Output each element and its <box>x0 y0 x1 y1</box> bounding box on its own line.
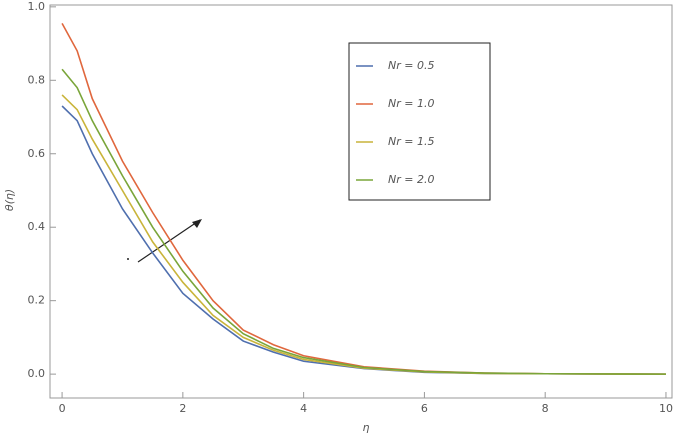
legend-label: Nr = 1.5 <box>388 135 434 148</box>
legend-label: Nr = 2.0 <box>388 173 434 186</box>
x-tick-label: 2 <box>179 402 186 415</box>
x-tick-label: 6 <box>421 402 428 415</box>
legend-label: Nr = 0.5 <box>388 59 434 72</box>
y-tick-label: 0.0 <box>28 367 46 380</box>
x-tick-label: 8 <box>542 402 549 415</box>
x-axis-label: η <box>363 421 370 434</box>
x-tick-label: 4 <box>300 402 307 415</box>
dot <box>127 258 129 260</box>
plot-frame <box>49 4 673 399</box>
arrow <box>137 219 201 263</box>
y-tick-label: 0.6 <box>28 147 46 160</box>
y-tick-label: 0.8 <box>28 73 46 86</box>
x-tick-label: 10 <box>659 402 673 415</box>
y-tick-label: 0.2 <box>28 294 46 307</box>
y-axis-label: θ(η) <box>3 189 16 211</box>
x-tick-label: 0 <box>59 402 66 415</box>
series-line <box>61 68 666 375</box>
y-tick-label: 0.4 <box>28 220 46 233</box>
arrow-head <box>192 219 202 228</box>
legend-label: Nr = 1.0 <box>388 97 434 110</box>
legend-box <box>348 42 491 201</box>
y-tick-label: 1.0 <box>28 0 46 13</box>
